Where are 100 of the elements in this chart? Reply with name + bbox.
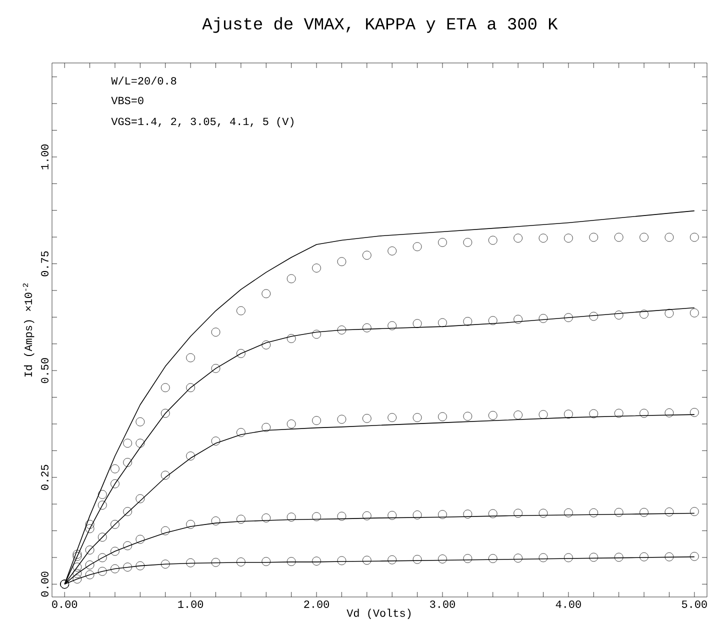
point [690, 507, 699, 516]
point [640, 508, 648, 517]
point [538, 553, 548, 562]
point [85, 520, 94, 529]
point [136, 534, 145, 544]
point [236, 349, 246, 358]
point [640, 408, 648, 418]
point [337, 512, 346, 521]
point [262, 289, 271, 298]
point [312, 512, 321, 522]
point [614, 408, 624, 418]
point [186, 520, 195, 529]
point [514, 508, 522, 518]
annotation: VGS=1.4, 2, 3.05, 4.1, 5 (V) [111, 117, 294, 128]
point [463, 554, 472, 563]
point [136, 417, 145, 426]
point [664, 232, 674, 242]
point [211, 516, 220, 526]
point [538, 234, 548, 243]
point [463, 238, 472, 247]
y-tick-label: 1.00 [41, 144, 48, 170]
point [412, 413, 422, 422]
point [337, 257, 346, 266]
point [564, 313, 573, 322]
point [538, 508, 548, 518]
point [337, 556, 346, 566]
point [312, 416, 321, 425]
point [614, 232, 624, 242]
point [589, 409, 598, 418]
point [72, 552, 82, 561]
point [438, 554, 447, 564]
point [123, 541, 132, 550]
point [538, 314, 548, 323]
point [664, 552, 674, 562]
point [438, 510, 447, 519]
point [538, 410, 548, 419]
x-tick-label: 2.00 [304, 600, 330, 608]
point [312, 264, 321, 272]
annotation: W/L=20/0.8 [111, 76, 176, 85]
point [286, 420, 296, 428]
point [72, 550, 82, 559]
point [110, 479, 120, 488]
point [362, 556, 372, 565]
annotation: VBS=0 [111, 96, 144, 104]
point [262, 422, 271, 432]
point [98, 490, 107, 499]
point [211, 558, 220, 567]
point [488, 509, 498, 518]
point [438, 238, 447, 247]
point [211, 364, 220, 373]
point [488, 554, 498, 563]
point [614, 552, 624, 562]
point [438, 318, 447, 328]
point [236, 428, 246, 437]
point [690, 232, 699, 242]
point [412, 510, 422, 520]
point [72, 574, 82, 584]
point [110, 546, 120, 556]
point [160, 383, 170, 392]
point [123, 507, 132, 516]
point [72, 562, 82, 572]
point [664, 308, 674, 318]
point [488, 316, 498, 325]
point [160, 526, 170, 536]
point [614, 310, 624, 320]
point [463, 412, 472, 421]
point [640, 232, 648, 242]
point [514, 234, 522, 243]
x-tick-label: 4.00 [556, 600, 581, 608]
point [98, 532, 107, 542]
point [690, 408, 699, 417]
point [286, 512, 296, 522]
point [564, 234, 573, 243]
point [85, 560, 94, 570]
point [362, 414, 372, 423]
x-axis-title: Vd (Volts) [346, 608, 411, 619]
point [236, 306, 246, 316]
point [337, 326, 346, 334]
x-tick-label: 1.00 [178, 600, 204, 608]
point [186, 353, 195, 362]
point [388, 555, 396, 564]
y-tick-label: 0.25 [41, 464, 48, 490]
point [136, 438, 145, 448]
point [98, 500, 107, 510]
point [160, 560, 170, 568]
point [98, 566, 107, 576]
point [262, 340, 271, 350]
point [589, 312, 598, 321]
y-tick-label: 0.75 [41, 251, 48, 276]
x-tick-label: 5.00 [682, 600, 707, 608]
point [85, 570, 94, 580]
point [664, 508, 674, 516]
point [110, 564, 120, 574]
point [312, 556, 321, 566]
point [85, 546, 94, 554]
point [337, 414, 346, 424]
point [186, 452, 195, 460]
point [388, 321, 396, 330]
point [463, 510, 472, 519]
point [514, 554, 522, 563]
